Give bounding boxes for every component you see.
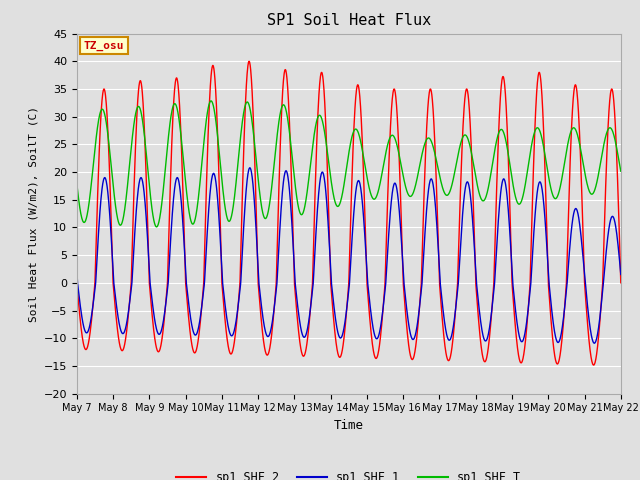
Legend: sp1_SHF_2, sp1_SHF_1, sp1_SHF_T: sp1_SHF_2, sp1_SHF_1, sp1_SHF_T	[172, 466, 526, 480]
X-axis label: Time: Time	[334, 419, 364, 432]
Text: TZ_osu: TZ_osu	[84, 40, 124, 51]
Y-axis label: Soil Heat Flux (W/m2), SoilT (C): Soil Heat Flux (W/m2), SoilT (C)	[28, 106, 38, 322]
Title: SP1 Soil Heat Flux: SP1 Soil Heat Flux	[267, 13, 431, 28]
